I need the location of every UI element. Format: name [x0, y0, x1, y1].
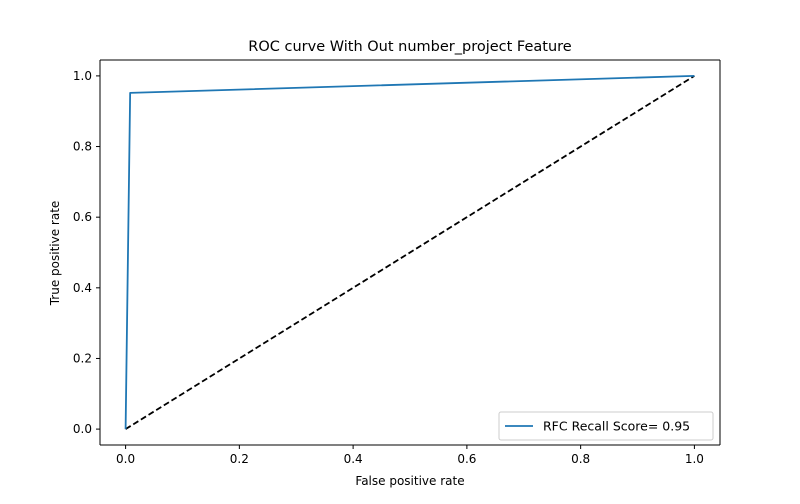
y-tick-label: 0.0	[73, 422, 92, 436]
x-tick-label: 0.2	[230, 452, 249, 466]
x-tick-label: 0.0	[116, 452, 135, 466]
y-axis-label: True positive rate	[48, 201, 62, 307]
axes	[99, 59, 721, 446]
roc-curve-line	[124, 74, 695, 430]
x-axis-label: False positive rate	[355, 474, 464, 488]
x-tick-label: 1.0	[685, 452, 704, 466]
x-tick-label: 0.4	[344, 452, 363, 466]
chart-title: ROC curve With Out number_project Featur…	[248, 39, 572, 55]
y-tick-label: 1.0	[73, 69, 92, 83]
legend: RFC Recall Score= 0.95	[498, 411, 714, 441]
ticks: 0.0 0.2 0.4 0.6 0.8 1.0 0.0 0.2 0.4 0.6 0.8 1.0	[73, 69, 704, 466]
legend-label-rfc: RFC Recall Score= 0.95	[543, 419, 690, 434]
y-tick-label: 0.4	[73, 281, 92, 295]
chance-diagonal-line	[125, 75, 695, 430]
x-tick-label: 0.8	[571, 452, 590, 466]
legend-box	[498, 411, 714, 441]
plot-area	[124, 74, 695, 430]
y-tick-label: 0.2	[73, 351, 92, 365]
x-tick-label: 0.6	[457, 452, 476, 466]
y-tick-label: 0.8	[73, 140, 92, 154]
y-tick-label: 0.6	[73, 210, 92, 224]
